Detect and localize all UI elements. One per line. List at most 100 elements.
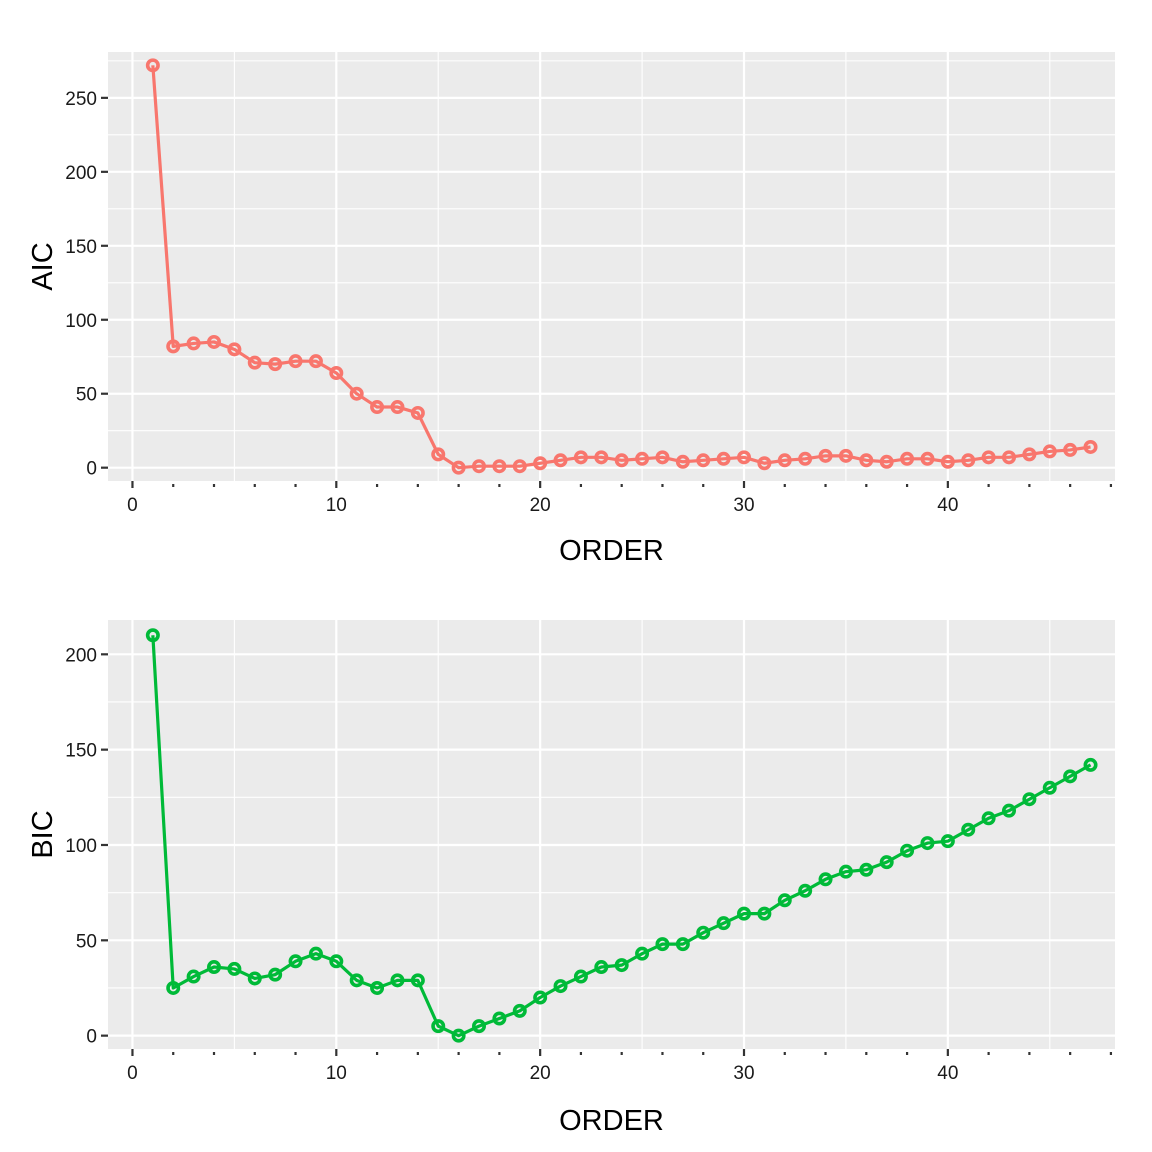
- bic-data-point: [451, 1028, 466, 1043]
- aic-x-tick-label: 0: [127, 495, 138, 516]
- aic-y-tick-label: 250: [65, 89, 97, 110]
- aic-data-point: [696, 453, 711, 468]
- aic-data-point: [308, 354, 323, 369]
- bic-data-point: [940, 834, 955, 849]
- aic-y-tick-label: 50: [76, 385, 97, 406]
- aic-data-point: [818, 448, 833, 463]
- bic-data-point: [818, 872, 833, 887]
- aic-data-point: [1083, 439, 1098, 454]
- bic-data-point: [207, 960, 222, 975]
- bic-data-point: [594, 960, 609, 975]
- aic-x-tick-label: 20: [530, 495, 551, 516]
- bic-data-point: [370, 980, 385, 995]
- bic-data-point: [879, 855, 894, 870]
- aic-data-point: [207, 334, 222, 349]
- bic-data-point: [757, 906, 772, 921]
- bic-y-tick-label: 150: [65, 741, 97, 762]
- bic-data-point: [390, 973, 405, 988]
- aic-data-point: [940, 454, 955, 469]
- bic-data-point: [512, 1003, 527, 1018]
- aic-data-point: [675, 454, 690, 469]
- bic-data-point: [492, 1011, 507, 1026]
- aic-y-tick-label: 100: [65, 311, 97, 332]
- bic-data-point: [920, 836, 935, 851]
- aic-data-point: [1022, 447, 1037, 462]
- aic-y-tick-label: 150: [65, 237, 97, 258]
- aic-data-point: [390, 400, 405, 415]
- bic-y-tick-label: 200: [65, 645, 97, 666]
- aic-data-point: [900, 451, 915, 466]
- bic-data-point: [716, 916, 731, 931]
- bic-data-point: [675, 937, 690, 952]
- aic-data-point: [186, 336, 201, 351]
- aic-data-point: [920, 451, 935, 466]
- bic-data-point: [798, 883, 813, 898]
- aic-data-point: [635, 451, 650, 466]
- aic-data-point: [166, 339, 181, 354]
- aic-data-point: [349, 386, 364, 401]
- aic-y-tick-label: 200: [65, 163, 97, 184]
- bic-data-point: [410, 973, 425, 988]
- bic-data-point: [838, 864, 853, 879]
- bic-data-point: [329, 954, 344, 969]
- bic-data-point: [1022, 792, 1037, 807]
- aic-data-point: [777, 453, 792, 468]
- aic-data-point: [512, 459, 527, 474]
- aic-data-point: [533, 456, 548, 471]
- aic-data-point: [798, 451, 813, 466]
- aic-data-point: [227, 342, 242, 357]
- aic-data-point: [1063, 442, 1078, 457]
- aic-data-point: [716, 451, 731, 466]
- bic-data-point: [1083, 757, 1098, 772]
- bic-data-point: [859, 862, 874, 877]
- bic-data-point: [1063, 769, 1078, 784]
- aic-x-tick-label: 40: [937, 495, 958, 516]
- bic-data-point: [431, 1019, 446, 1034]
- aic-x-tick-label: 30: [733, 495, 754, 516]
- bic-data-point: [186, 969, 201, 984]
- aic-data-point: [431, 447, 446, 462]
- aic-data-point: [573, 450, 588, 465]
- bic-panel: 0 10 20 30 40 0 50 100 150 200 ORDER BIC: [27, 620, 1115, 1137]
- aic-data-point: [961, 453, 976, 468]
- bic-data-point: [166, 980, 181, 995]
- bic-x-tick-label: 10: [326, 1063, 347, 1084]
- bic-y-axis-title: BIC: [27, 810, 59, 858]
- bic-x-axis-title: ORDER: [559, 1105, 664, 1137]
- bic-data-point: [961, 822, 976, 837]
- aic-data-point: [859, 453, 874, 468]
- bic-data-point: [349, 973, 364, 988]
- bic-data-point: [227, 961, 242, 976]
- bic-data-point: [471, 1019, 486, 1034]
- aic-data-point: [145, 58, 160, 73]
- bic-data-point: [1042, 780, 1057, 795]
- aic-data-point: [594, 450, 609, 465]
- bic-data-point: [614, 958, 629, 973]
- bic-x-tick-label: 30: [733, 1063, 754, 1084]
- bic-y-tick-label: 0: [86, 1027, 97, 1048]
- aic-x-tick-label: 10: [326, 495, 347, 516]
- bic-data-point: [1001, 803, 1016, 818]
- bic-data-point: [736, 906, 751, 921]
- bic-data-point: [553, 979, 568, 994]
- bic-data-point: [573, 969, 588, 984]
- bic-data-point: [247, 971, 262, 986]
- aic-data-point: [838, 448, 853, 463]
- bic-data-point: [696, 925, 711, 940]
- aic-data-point: [370, 400, 385, 415]
- bic-y-tick-label: 100: [65, 836, 97, 857]
- bic-data-point: [268, 967, 283, 982]
- aic-data-point: [736, 450, 751, 465]
- aic-data-point: [471, 459, 486, 474]
- aic-data-point: [492, 459, 507, 474]
- aic-data-point: [879, 454, 894, 469]
- aic-data-point: [288, 354, 303, 369]
- bic-data-point: [900, 843, 915, 858]
- aic-data-point: [553, 453, 568, 468]
- aic-data-point: [451, 460, 466, 475]
- aic-data-point: [655, 450, 670, 465]
- bic-x-tick-label: 0: [127, 1063, 138, 1084]
- aic-data-point: [247, 355, 262, 370]
- bic-data-point: [655, 937, 670, 952]
